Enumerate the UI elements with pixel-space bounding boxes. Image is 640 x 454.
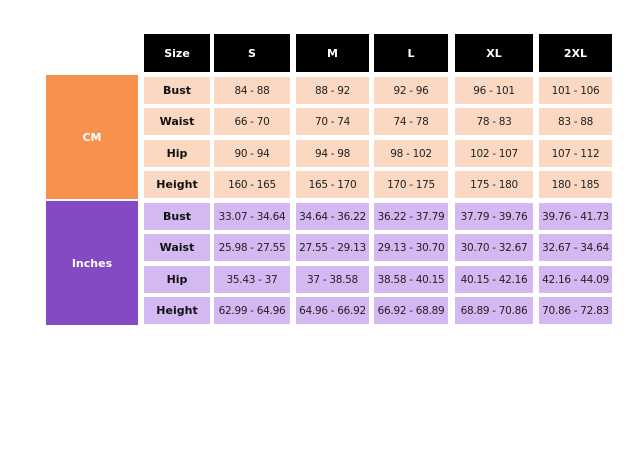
row-label: Bust (144, 203, 210, 230)
measurement-cell: 92 - 96 (374, 77, 448, 104)
measurement-cell: 165 - 170 (296, 171, 369, 198)
unit-group-label: CM (46, 75, 138, 199)
measurement-cell: 70 - 74 (296, 108, 369, 135)
measurement-cell: 78 - 83 (455, 108, 533, 135)
measurement-cell: 36.22 - 37.79 (374, 203, 448, 230)
measurement-cell: 107 - 112 (539, 140, 612, 167)
measurement-cell: 74 - 78 (374, 108, 448, 135)
measurement-cell: 37 - 38.58 (296, 266, 369, 293)
row-label: Hip (144, 266, 210, 293)
row-label: Height (144, 171, 210, 198)
measurement-cell: 39.76 - 41.73 (539, 203, 612, 230)
row-label: Waist (144, 234, 210, 261)
measurement-cell: 96 - 101 (455, 77, 533, 104)
measurement-cell: 64.96 - 66.92 (296, 297, 369, 324)
row-label: Height (144, 297, 210, 324)
header-size-l: L (374, 34, 448, 72)
measurement-cell: 30.70 - 32.67 (455, 234, 533, 261)
row-label: Hip (144, 140, 210, 167)
header-size-m: M (296, 34, 369, 72)
measurement-cell: 175 - 180 (455, 171, 533, 198)
measurement-cell: 68.89 - 70.86 (455, 297, 533, 324)
measurement-cell: 40.15 - 42.16 (455, 266, 533, 293)
measurement-cell: 83 - 88 (539, 108, 612, 135)
measurement-cell: 66.92 - 68.89 (374, 297, 448, 324)
measurement-cell: 101 - 106 (539, 77, 612, 104)
measurement-cell: 170 - 175 (374, 171, 448, 198)
measurement-cell: 90 - 94 (214, 140, 290, 167)
header-size-xl: XL (455, 34, 533, 72)
measurement-cell: 160 - 165 (214, 171, 290, 198)
measurement-cell: 29.13 - 30.70 (374, 234, 448, 261)
measurement-cell: 66 - 70 (214, 108, 290, 135)
measurement-cell: 98 - 102 (374, 140, 448, 167)
row-label: Waist (144, 108, 210, 135)
row-label: Bust (144, 77, 210, 104)
measurement-cell: 37.79 - 39.76 (455, 203, 533, 230)
measurement-cell: 84 - 88 (214, 77, 290, 104)
measurement-cell: 27.55 - 29.13 (296, 234, 369, 261)
measurement-cell: 180 - 185 (539, 171, 612, 198)
measurement-cell: 88 - 92 (296, 77, 369, 104)
measurement-cell: 25.98 - 27.55 (214, 234, 290, 261)
measurement-cell: 42.16 - 44.09 (539, 266, 612, 293)
measurement-cell: 94 - 98 (296, 140, 369, 167)
measurement-cell: 33.07 - 34.64 (214, 203, 290, 230)
unit-group-label: Inches (46, 201, 138, 325)
measurement-cell: 35.43 - 37 (214, 266, 290, 293)
header-size-label: Size (144, 34, 210, 72)
measurement-cell: 62.99 - 64.96 (214, 297, 290, 324)
measurement-cell: 32.67 - 34.64 (539, 234, 612, 261)
measurement-cell: 70.86 - 72.83 (539, 297, 612, 324)
header-size-2xl: 2XL (539, 34, 612, 72)
measurement-cell: 38.58 - 40.15 (374, 266, 448, 293)
measurement-cell: 102 - 107 (455, 140, 533, 167)
header-size-s: S (214, 34, 290, 72)
measurement-cell: 34.64 - 36.22 (296, 203, 369, 230)
